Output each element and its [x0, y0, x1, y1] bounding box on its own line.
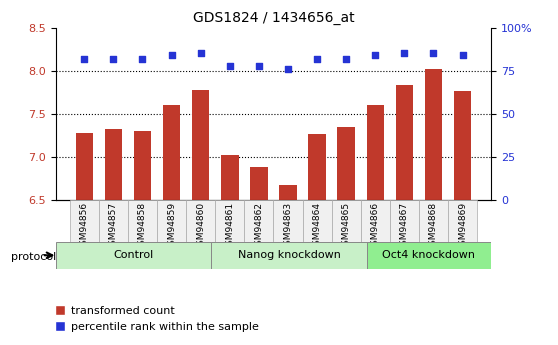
FancyBboxPatch shape: [215, 200, 244, 242]
FancyBboxPatch shape: [419, 200, 448, 242]
Text: GSM94860: GSM94860: [196, 202, 205, 251]
Point: [109, 56, 118, 61]
Point: [254, 63, 263, 68]
Bar: [163, 105, 180, 200]
Text: GSM94864: GSM94864: [312, 202, 321, 251]
FancyBboxPatch shape: [70, 200, 99, 242]
FancyBboxPatch shape: [99, 200, 128, 242]
Bar: [396, 85, 413, 200]
Text: GSM94865: GSM94865: [341, 202, 350, 251]
Legend: transformed count, percentile rank within the sample: transformed count, percentile rank withi…: [50, 302, 263, 336]
Text: GSM94859: GSM94859: [167, 202, 176, 251]
Point: [80, 56, 89, 61]
Bar: [309, 134, 326, 200]
Text: GSM94861: GSM94861: [225, 202, 234, 251]
Text: protocol: protocol: [11, 252, 56, 262]
Text: GSM94856: GSM94856: [80, 202, 89, 251]
FancyBboxPatch shape: [186, 200, 215, 242]
Point: [400, 51, 409, 56]
Bar: [338, 127, 355, 200]
Point: [458, 52, 467, 58]
Bar: [425, 69, 442, 200]
Point: [167, 52, 176, 58]
FancyBboxPatch shape: [128, 200, 157, 242]
Bar: [367, 105, 384, 200]
Point: [371, 52, 379, 58]
Point: [196, 51, 205, 56]
Point: [225, 63, 234, 68]
Bar: [75, 133, 93, 200]
Bar: [454, 91, 472, 200]
Point: [283, 66, 292, 72]
Text: GSM94862: GSM94862: [254, 202, 263, 251]
Bar: [192, 90, 209, 200]
Text: GSM94858: GSM94858: [138, 202, 147, 251]
FancyBboxPatch shape: [56, 241, 211, 269]
Bar: [221, 155, 238, 200]
Text: GSM94868: GSM94868: [429, 202, 438, 251]
Text: GSM94867: GSM94867: [400, 202, 409, 251]
FancyBboxPatch shape: [360, 200, 390, 242]
FancyBboxPatch shape: [448, 200, 477, 242]
FancyBboxPatch shape: [390, 200, 419, 242]
FancyBboxPatch shape: [302, 200, 331, 242]
FancyBboxPatch shape: [273, 200, 302, 242]
Bar: [250, 167, 268, 200]
Text: Nanog knockdown: Nanog knockdown: [238, 250, 340, 260]
Text: GSM94863: GSM94863: [283, 202, 292, 251]
Text: Oct4 knockdown: Oct4 knockdown: [382, 250, 475, 260]
Text: GSM94857: GSM94857: [109, 202, 118, 251]
Text: Control: Control: [113, 250, 153, 260]
FancyBboxPatch shape: [367, 241, 491, 269]
Bar: [279, 186, 297, 200]
Bar: [134, 131, 151, 200]
Point: [312, 56, 321, 61]
Point: [138, 56, 147, 61]
Text: GSM94866: GSM94866: [371, 202, 380, 251]
FancyBboxPatch shape: [211, 241, 367, 269]
FancyBboxPatch shape: [331, 200, 360, 242]
Bar: [105, 129, 122, 200]
Point: [341, 56, 350, 61]
Point: [429, 51, 438, 56]
FancyBboxPatch shape: [157, 200, 186, 242]
FancyBboxPatch shape: [244, 200, 273, 242]
Text: GSM94869: GSM94869: [458, 202, 467, 251]
Title: GDS1824 / 1434656_at: GDS1824 / 1434656_at: [193, 11, 354, 25]
